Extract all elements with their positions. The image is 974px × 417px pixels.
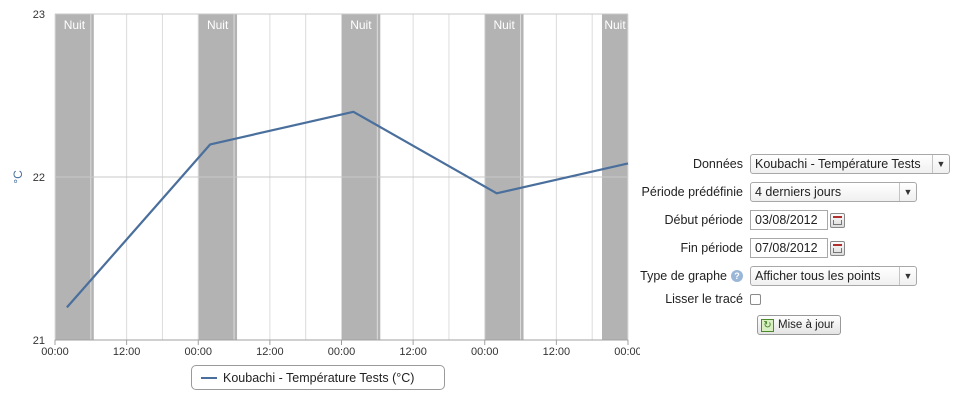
row-fin: Fin période 07/08/2012 [600,237,845,259]
row-periode: Période prédéfinie 4 derniers jours ▼ [600,181,917,203]
chevron-down-icon: ▼ [932,155,949,173]
calendar-icon[interactable] [830,212,845,228]
debut-value: 03/08/2012 [755,213,818,227]
periode-label: Période prédéfinie [641,185,743,199]
donnees-label: Données [692,157,743,171]
calendar-icon[interactable] [830,240,845,256]
legend-label: Koubachi - Température Tests (°C) [223,370,415,385]
night-label: Nuit [207,18,229,32]
x-tick-label: 00:00 [41,346,69,358]
type-value: Afficher tous les points [755,269,881,283]
fin-label: Fin période [680,241,743,255]
y-tick-label: 22 [33,172,45,184]
x-tick-label: 00:00 [328,346,356,358]
x-tick-label: 12:00 [113,346,141,358]
series-line [66,110,629,309]
legend-line-swatch [201,376,217,379]
temperature-chart: 00:00 12:00 00:00 12:00 00:00 12:00 00:00 12:00… [11,9,640,358]
row-donnees: Données Koubachi - Température Tests ▼ [600,153,950,175]
chart-legend[interactable]: Koubachi - Température Tests (°C) [191,365,445,390]
row-type: Type de graphe ? Afficher tous les point… [600,265,917,287]
chevron-down-icon: ▼ [899,183,916,201]
night-label: Nuit [350,18,372,32]
x-tick-label: 12:00 [256,346,284,358]
row-lisser: Lisser le tracé [600,288,761,310]
y-tick-label: 21 [33,335,45,347]
fin-date-input[interactable]: 07/08/2012 [750,238,828,258]
donnees-select[interactable]: Koubachi - Température Tests ▼ [750,154,950,174]
night-label: Nuit [64,18,86,32]
night-label: Nuit [493,18,515,32]
periode-select[interactable]: 4 derniers jours ▼ [750,182,917,202]
type-label-wrap: Type de graphe ? [600,269,750,283]
y-axis-label: °C [11,170,25,184]
x-tick-label: 12:00 [543,346,571,358]
x-tick-label: 12:00 [399,346,427,358]
donnees-value: Koubachi - Température Tests [755,157,921,171]
fin-value: 07/08/2012 [755,241,818,255]
row-debut: Début période 03/08/2012 [600,209,845,231]
x-tick-label: 00:00 [614,346,640,358]
chevron-down-icon: ▼ [899,267,916,285]
lisser-label: Lisser le tracé [665,292,743,306]
debut-date-input[interactable]: 03/08/2012 [750,210,828,230]
update-label: Mise à jour [778,319,835,331]
type-label: Type de graphe [640,269,727,283]
debut-label: Début période [664,213,743,227]
update-button[interactable]: ↻ Mise à jour [757,315,842,335]
y-tick-label: 23 [33,9,45,21]
type-select[interactable]: Afficher tous les points ▼ [750,266,917,286]
lisser-checkbox[interactable] [750,293,761,305]
help-icon[interactable]: ? [731,270,743,282]
refresh-icon: ↻ [761,318,774,332]
x-tick-label: 00:00 [184,346,212,358]
x-tick-label: 00:00 [471,346,499,358]
row-update: ↻ Mise à jour [757,314,842,336]
night-label: Nuit [604,18,626,32]
periode-value: 4 derniers jours [755,185,842,199]
